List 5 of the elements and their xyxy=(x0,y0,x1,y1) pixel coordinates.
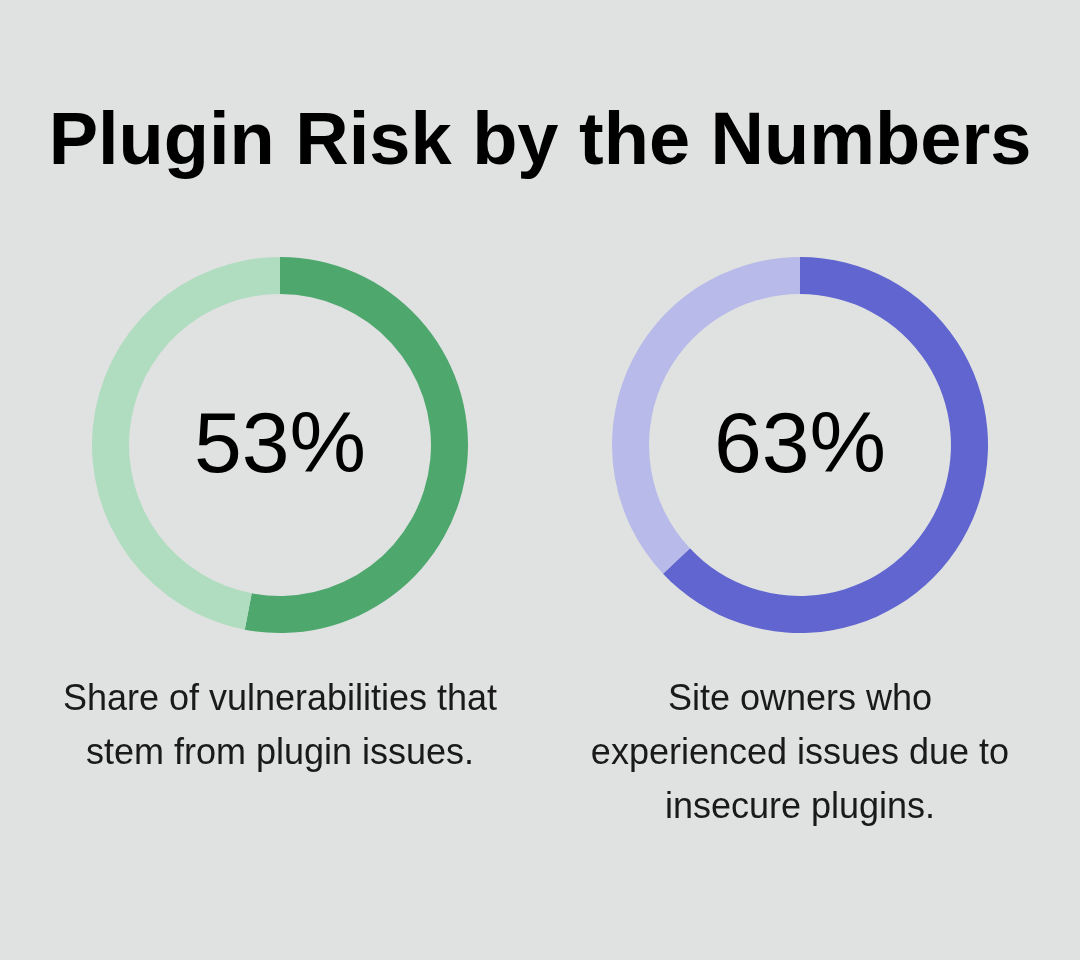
text: Site owners who experienced issues due to insecure plugins. xyxy=(589,676,1011,828)
text: Share of vulnerabilities that stem from plugin issues. xyxy=(61,676,499,774)
data-label: 63% xyxy=(713,393,887,490)
chart-title: Plugin Risk by the Numbers xyxy=(47,97,1033,180)
data-label: 53% xyxy=(193,393,367,490)
